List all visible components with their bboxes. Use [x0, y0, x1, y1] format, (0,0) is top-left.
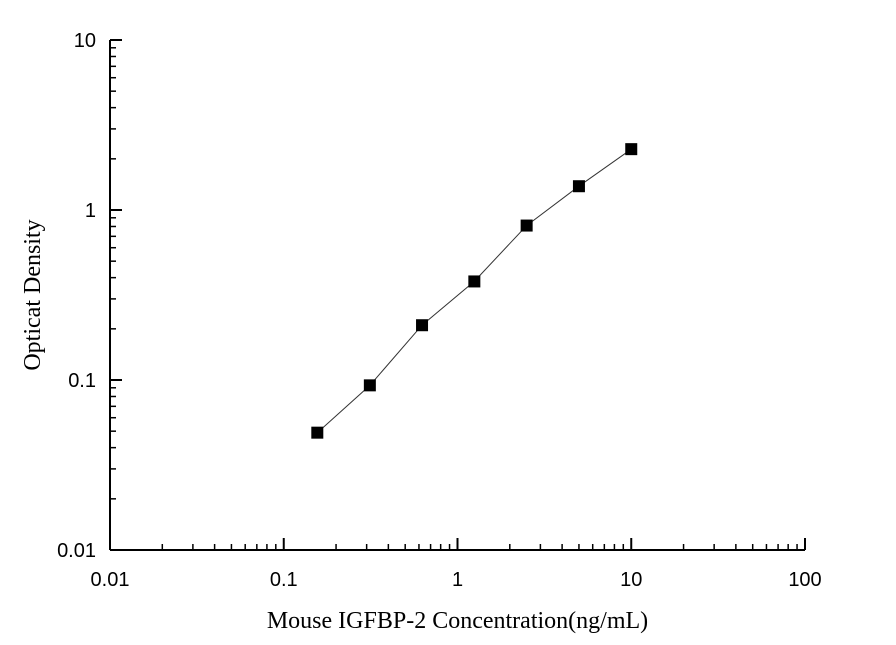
x-tick-label: 100 — [788, 569, 821, 591]
y-tick-label: 0.01 — [57, 540, 96, 562]
y-axis-title: Opticat Density — [20, 219, 46, 370]
data-point — [416, 319, 429, 332]
ticks — [109, 39, 806, 551]
y-tick-label: 1 — [85, 200, 96, 222]
data-point — [311, 426, 324, 439]
tick-labels: 0.01 0.1 1 10 100 0.01 0.1 1 10 — [57, 30, 822, 591]
data-point — [572, 180, 585, 193]
y-tick-label: 0.1 — [68, 370, 96, 392]
y-tick-label: 10 — [74, 30, 96, 52]
x-tick-label: 10 — [620, 569, 642, 591]
data-point — [363, 379, 376, 392]
x-tick-label: 0.01 — [91, 569, 130, 591]
x-tick-label: 1 — [452, 569, 463, 591]
x-tick-label: 0.1 — [270, 569, 298, 591]
data-point — [625, 143, 638, 156]
data-points — [311, 143, 638, 439]
data-point — [468, 275, 481, 288]
x-axis-title: Mouse IGFBP-2 Concentration(ng/mL) — [267, 608, 648, 634]
data-point — [520, 219, 533, 232]
